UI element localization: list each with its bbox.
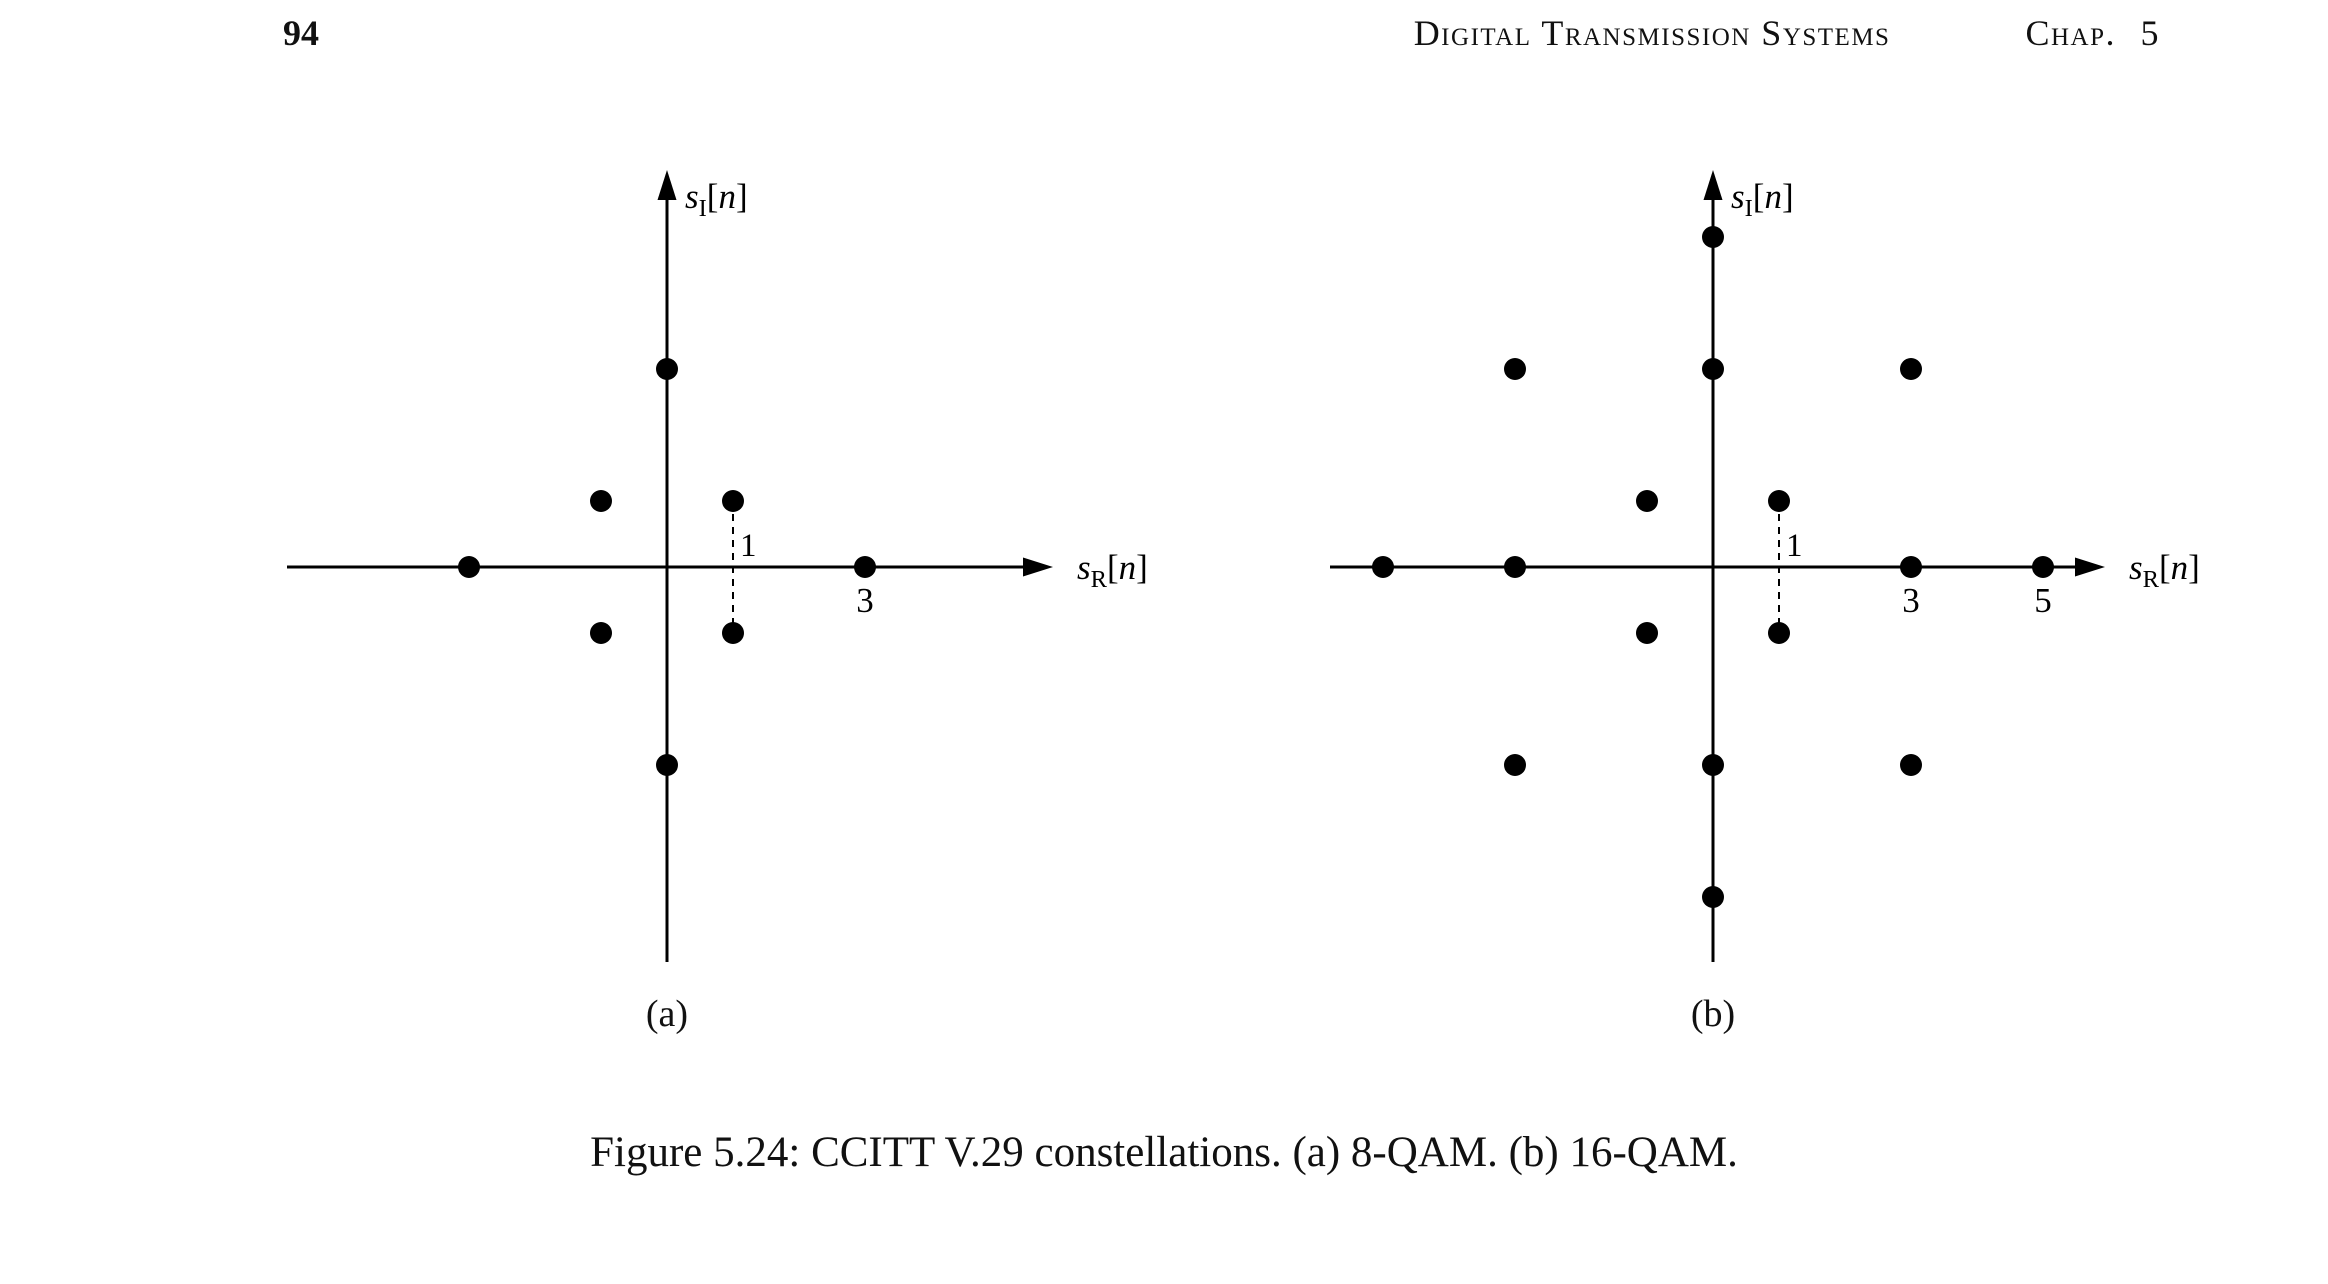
y-axis-arrow xyxy=(1703,170,1723,200)
constellation-plot-a: 1 3 sR[n] sI[n] xyxy=(287,170,1148,962)
constellation-point xyxy=(722,490,744,512)
figure-caption: Figure 5.24: CCITT V.29 constellations. … xyxy=(590,1129,1738,1176)
constellation-point xyxy=(1504,556,1526,578)
constellation-point xyxy=(656,358,678,380)
x-tick-label: 3 xyxy=(856,581,874,620)
running-head-right: Digital Transmission Systems Chap. 5 xyxy=(1414,12,2160,54)
y-axis-arrow xyxy=(657,170,677,200)
x-axis-label: sR[n] xyxy=(1077,548,1148,593)
constellation-point xyxy=(1900,754,1922,776)
constellation-point xyxy=(590,622,612,644)
constellation-point xyxy=(854,556,876,578)
y-axis-label: sI[n] xyxy=(1731,177,1794,222)
constellation-point xyxy=(1504,358,1526,380)
running-title: Digital Transmission Systems xyxy=(1413,13,1891,53)
constellation-point xyxy=(1702,226,1724,248)
constellation-point xyxy=(1702,886,1724,908)
x-tick-label: 5 xyxy=(2034,581,2052,620)
constellation-point xyxy=(656,754,678,776)
constellation-point xyxy=(1768,490,1790,512)
constellation-point xyxy=(458,556,480,578)
constellation-plot-b: 1 3 5 sR[n] sI[n] xyxy=(1330,170,2200,962)
constellation-point xyxy=(1702,754,1724,776)
constellation-point xyxy=(1702,358,1724,380)
subfigure-label-a: (a) xyxy=(645,993,689,1035)
constellation-point xyxy=(1900,556,1922,578)
constellation-point xyxy=(1636,490,1658,512)
x-axis-label: sR[n] xyxy=(2129,548,2200,593)
constellation-point xyxy=(1768,622,1790,644)
constellation-point xyxy=(1372,556,1394,578)
x-axis-arrow xyxy=(2075,557,2105,577)
page-number: 94 xyxy=(283,13,319,53)
unit-label: 1 xyxy=(740,528,757,564)
constellation-point xyxy=(1900,358,1922,380)
x-axis-arrow xyxy=(1023,557,1053,577)
unit-label: 1 xyxy=(1786,528,1803,564)
constellation-point xyxy=(590,490,612,512)
chapter-label: Chap. 5 xyxy=(2025,13,2160,53)
constellation-point xyxy=(1504,754,1526,776)
x-tick-label: 3 xyxy=(1902,581,1920,620)
y-axis-label: sI[n] xyxy=(685,177,748,222)
constellation-point xyxy=(2032,556,2054,578)
constellation-point xyxy=(722,622,744,644)
subfigure-label-b: (b) xyxy=(1690,993,1736,1035)
constellation-point xyxy=(1636,622,1658,644)
